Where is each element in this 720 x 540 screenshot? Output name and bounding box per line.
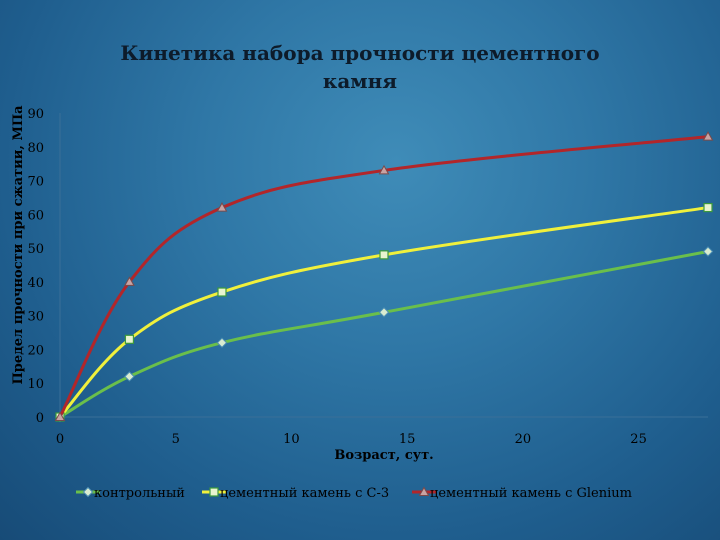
data-point (124, 371, 135, 382)
x-ticks: 0 5 10 15 20 25 (56, 432, 647, 447)
legend-label: контрольный (94, 486, 185, 501)
chart-title-line2: камня (323, 69, 397, 93)
legend-label: цементный камень с С-3 (220, 486, 389, 501)
legend-marker (418, 486, 430, 496)
series-line (58, 206, 710, 419)
y-tick-label: 30 (27, 310, 44, 325)
y-tick-label: 50 (27, 242, 44, 257)
y-tick-label: 60 (27, 208, 44, 223)
legend-marker (209, 487, 219, 497)
data-point (378, 307, 390, 318)
x-axis-label: Возраст, сут. (334, 448, 433, 463)
data-point (216, 202, 228, 212)
y-tick-label: 80 (27, 141, 44, 156)
data-point (217, 287, 227, 297)
data-point (702, 131, 714, 141)
x-tick-label: 10 (283, 432, 300, 447)
data-point (124, 276, 135, 286)
data-point (378, 164, 390, 175)
y-tick-label: 40 (27, 276, 44, 291)
x-tick-label: 15 (399, 432, 416, 447)
series-3 (54, 131, 714, 421)
y-tick-label: 0 (36, 411, 44, 426)
data-point (379, 250, 389, 260)
legend-label: цементный камень с Glenium (430, 486, 632, 501)
y-ticks: 0 10 20 30 40 50 60 70 80 90 (27, 107, 44, 426)
series-1 (54, 246, 714, 423)
data-point (703, 202, 713, 213)
legend: контрольный цементный камень с С-3 цементн… (76, 486, 632, 501)
data-point (702, 246, 714, 257)
legend-item: цементный камень с Glenium (412, 486, 632, 501)
axes (59, 113, 708, 418)
series-2 (55, 202, 713, 422)
x-tick-label: 5 (172, 432, 180, 447)
x-tick-label: 25 (630, 432, 647, 447)
chart-title-line1: Кинетика набора прочности цементного (120, 41, 599, 65)
y-tick-label: 90 (27, 107, 44, 122)
y-tick-label: 70 (27, 175, 44, 190)
legend-marker (82, 486, 94, 498)
series-line (58, 135, 710, 419)
data-point (216, 337, 228, 348)
x-tick-label: 20 (515, 432, 532, 447)
data-point (54, 411, 66, 421)
y-tick-label: 20 (27, 343, 44, 358)
chart-title: Кинетика набора прочности цементного кам… (120, 41, 599, 93)
y-axis-label: Предел прочности при сжатии, МПа (11, 105, 26, 385)
y-tick-label: 10 (27, 377, 44, 392)
data-point (124, 334, 135, 344)
legend-item: цементный камень с С-3 (202, 486, 389, 501)
legend-item: контрольный (76, 486, 185, 501)
series-line (58, 249, 710, 419)
series-layer (54, 131, 714, 423)
x-tick-label: 0 (56, 432, 64, 447)
